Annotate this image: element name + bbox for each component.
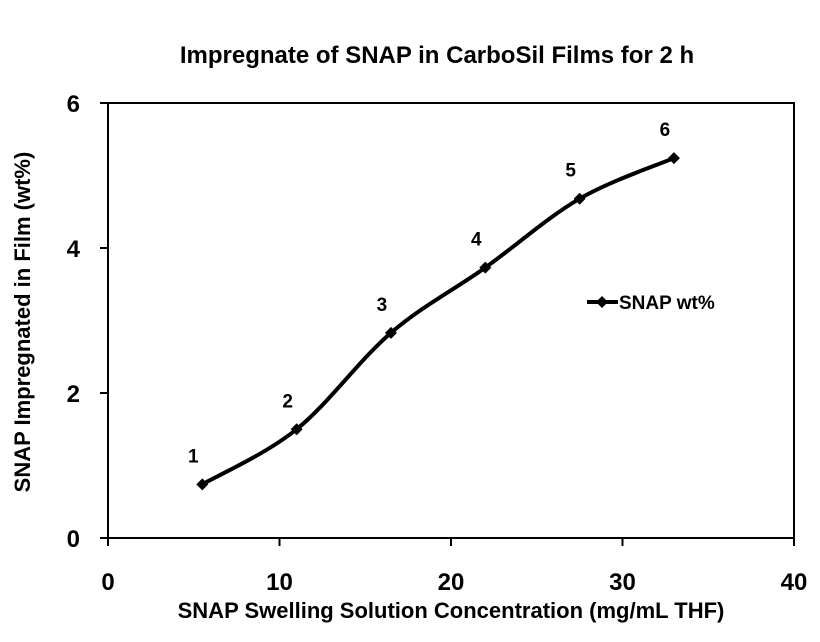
- x-tick-label: 10: [266, 569, 293, 596]
- data-point-marker: [573, 192, 586, 205]
- data-point-marker: [479, 261, 492, 274]
- data-point-marker: [290, 423, 303, 436]
- x-tick-label: 30: [609, 569, 636, 596]
- point-label: 6: [660, 120, 671, 141]
- x-tick-label: 20: [438, 569, 465, 596]
- data-point-marker: [384, 326, 397, 339]
- y-tick-label: 0: [67, 526, 80, 553]
- y-tick-label: 2: [67, 381, 80, 408]
- point-label: 2: [282, 391, 293, 412]
- point-label: 4: [471, 230, 482, 251]
- legend: SNAP wt%: [587, 293, 715, 314]
- legend-marker-swatch: [596, 296, 608, 308]
- y-tick-label: 4: [67, 236, 81, 263]
- point-label: 1: [188, 446, 199, 467]
- legend-label: SNAP wt%: [619, 293, 715, 314]
- data-point-marker: [667, 152, 680, 165]
- x-axis-ticks: 0 10 20 30 40: [101, 538, 807, 596]
- x-tick-label: 0: [101, 569, 114, 596]
- x-tick-label: 40: [781, 569, 808, 596]
- point-label: 5: [565, 161, 576, 182]
- point-label: 3: [377, 295, 388, 316]
- point-labels: 1 2 3 4 5 6: [188, 120, 670, 467]
- y-tick-label: 6: [67, 91, 80, 118]
- data-point-marker: [196, 478, 209, 491]
- series-line-snap-wt: [200, 156, 676, 487]
- y-axis-label: SNAP Impregnated in Film (wt%): [10, 152, 35, 493]
- y-axis-ticks: 0 2 4 6: [67, 91, 108, 553]
- series-markers: [196, 152, 680, 491]
- x-axis-label: SNAP Swelling Solution Concentration (mg…: [178, 598, 725, 623]
- chart-title: Impregnate of SNAP in CarboSil Films for…: [180, 42, 694, 69]
